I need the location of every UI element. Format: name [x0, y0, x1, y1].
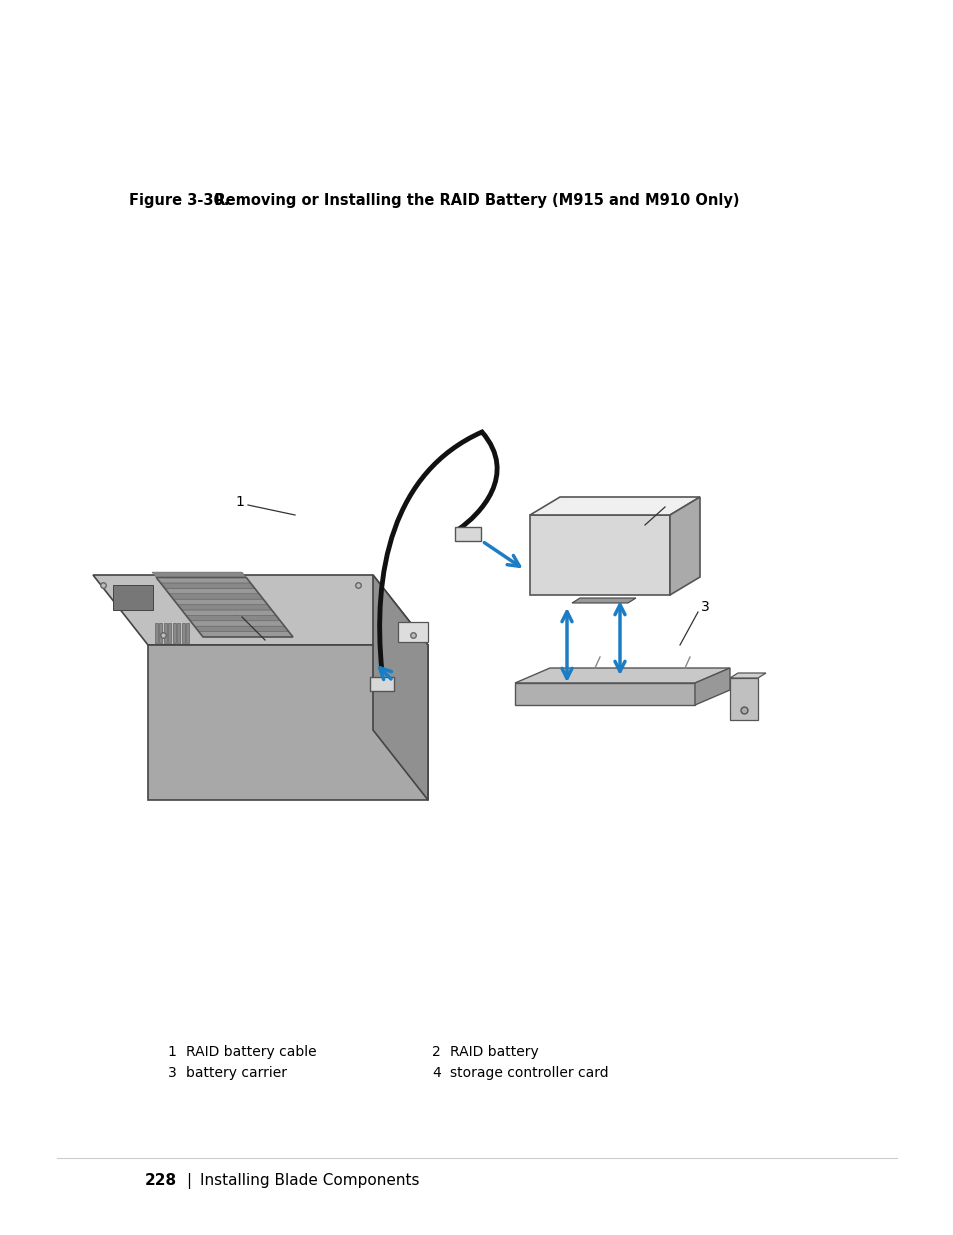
Polygon shape — [156, 578, 251, 583]
Polygon shape — [729, 678, 758, 720]
Text: 3: 3 — [700, 600, 709, 614]
Polygon shape — [370, 677, 394, 692]
Polygon shape — [695, 668, 729, 705]
Text: 1: 1 — [235, 495, 244, 509]
Text: Removing or Installing the RAID Battery (M915 and M910 Only): Removing or Installing the RAID Battery … — [198, 193, 739, 207]
Polygon shape — [165, 588, 258, 594]
Polygon shape — [177, 622, 180, 643]
Polygon shape — [182, 610, 275, 615]
Text: 2: 2 — [667, 496, 676, 510]
Polygon shape — [186, 615, 280, 621]
Polygon shape — [186, 622, 190, 643]
Polygon shape — [515, 683, 695, 705]
Text: battery carrier: battery carrier — [186, 1066, 287, 1081]
Polygon shape — [397, 622, 428, 642]
Polygon shape — [169, 622, 172, 643]
Text: RAID battery cable: RAID battery cable — [186, 1045, 316, 1060]
Polygon shape — [148, 645, 428, 800]
Polygon shape — [164, 622, 167, 643]
Polygon shape — [159, 622, 162, 643]
Polygon shape — [729, 673, 765, 678]
Polygon shape — [194, 626, 289, 631]
Polygon shape — [190, 621, 284, 626]
Polygon shape — [515, 668, 729, 683]
Text: Figure 3-30.: Figure 3-30. — [129, 193, 229, 207]
Polygon shape — [152, 572, 246, 578]
Text: 3: 3 — [168, 1066, 176, 1081]
Text: |: | — [186, 1173, 192, 1188]
Text: RAID battery: RAID battery — [450, 1045, 538, 1060]
Polygon shape — [112, 585, 152, 610]
Text: storage controller card: storage controller card — [450, 1066, 608, 1081]
Polygon shape — [669, 496, 700, 595]
Polygon shape — [373, 576, 428, 800]
Polygon shape — [92, 576, 428, 645]
Text: 228: 228 — [144, 1173, 176, 1188]
Polygon shape — [169, 594, 263, 599]
Text: 4: 4 — [231, 606, 239, 620]
Polygon shape — [160, 583, 254, 588]
Polygon shape — [154, 622, 158, 643]
Text: 4: 4 — [432, 1066, 440, 1081]
Polygon shape — [172, 622, 175, 643]
Polygon shape — [182, 622, 185, 643]
Text: 2: 2 — [432, 1045, 440, 1060]
Polygon shape — [177, 605, 272, 610]
Polygon shape — [530, 496, 700, 515]
Polygon shape — [173, 599, 267, 605]
Polygon shape — [530, 515, 669, 595]
Polygon shape — [572, 598, 636, 603]
Polygon shape — [455, 527, 480, 541]
Text: 1: 1 — [168, 1045, 176, 1060]
Polygon shape — [198, 631, 293, 637]
Text: Installing Blade Components: Installing Blade Components — [200, 1173, 419, 1188]
